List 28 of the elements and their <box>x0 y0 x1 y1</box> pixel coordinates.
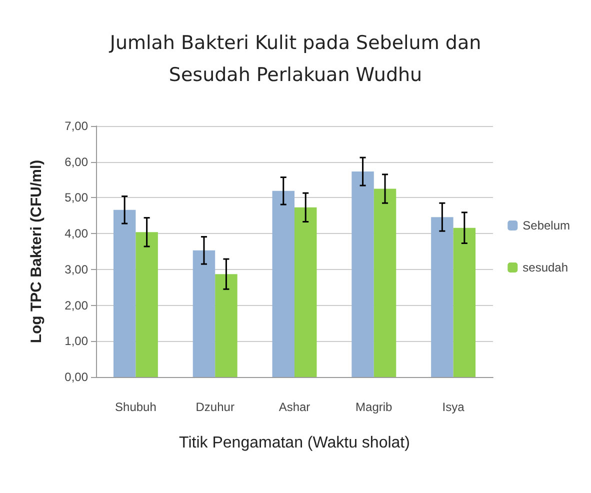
legend-label: sesudah <box>522 260 568 274</box>
bar <box>272 190 294 377</box>
chart-title: Jumlah Bakteri Kulit pada Sebelum dan Sesudah Perlakuan Wudhu <box>108 32 482 86</box>
bar <box>352 172 374 377</box>
y-tick-label: 1,00 <box>64 334 88 348</box>
bar <box>431 217 454 377</box>
x-tick-label: Ashar <box>278 400 310 414</box>
y-tick-label: 5,00 <box>64 190 88 205</box>
bar <box>192 250 216 377</box>
x-axis-title: Titik Pengamatan (Waktu sholat) <box>179 434 410 452</box>
y-axis-title: Log TPC Bakteri (CFU/ml) <box>28 160 45 344</box>
legend-label: Sebelum <box>522 218 570 232</box>
bar <box>374 188 396 377</box>
bar <box>215 274 238 377</box>
y-tick-label: 7,00 <box>64 119 88 133</box>
bar <box>113 210 136 377</box>
x-tick-label: Dzuhur <box>196 400 234 414</box>
bar <box>294 207 317 377</box>
bar <box>136 232 158 377</box>
y-tick-label: 2,00 <box>64 298 88 312</box>
y-tick-label: 6,00 <box>64 154 88 169</box>
y-tick-label: 0,00 <box>64 370 88 384</box>
x-tick-label: Shubuh <box>115 400 156 414</box>
y-tick-label: 4,00 <box>64 226 88 241</box>
x-tick-label: Magrib <box>356 400 393 414</box>
bar <box>453 228 476 377</box>
y-tick-label: 3,00 <box>64 262 88 276</box>
x-tick-label: Isya <box>442 400 465 414</box>
